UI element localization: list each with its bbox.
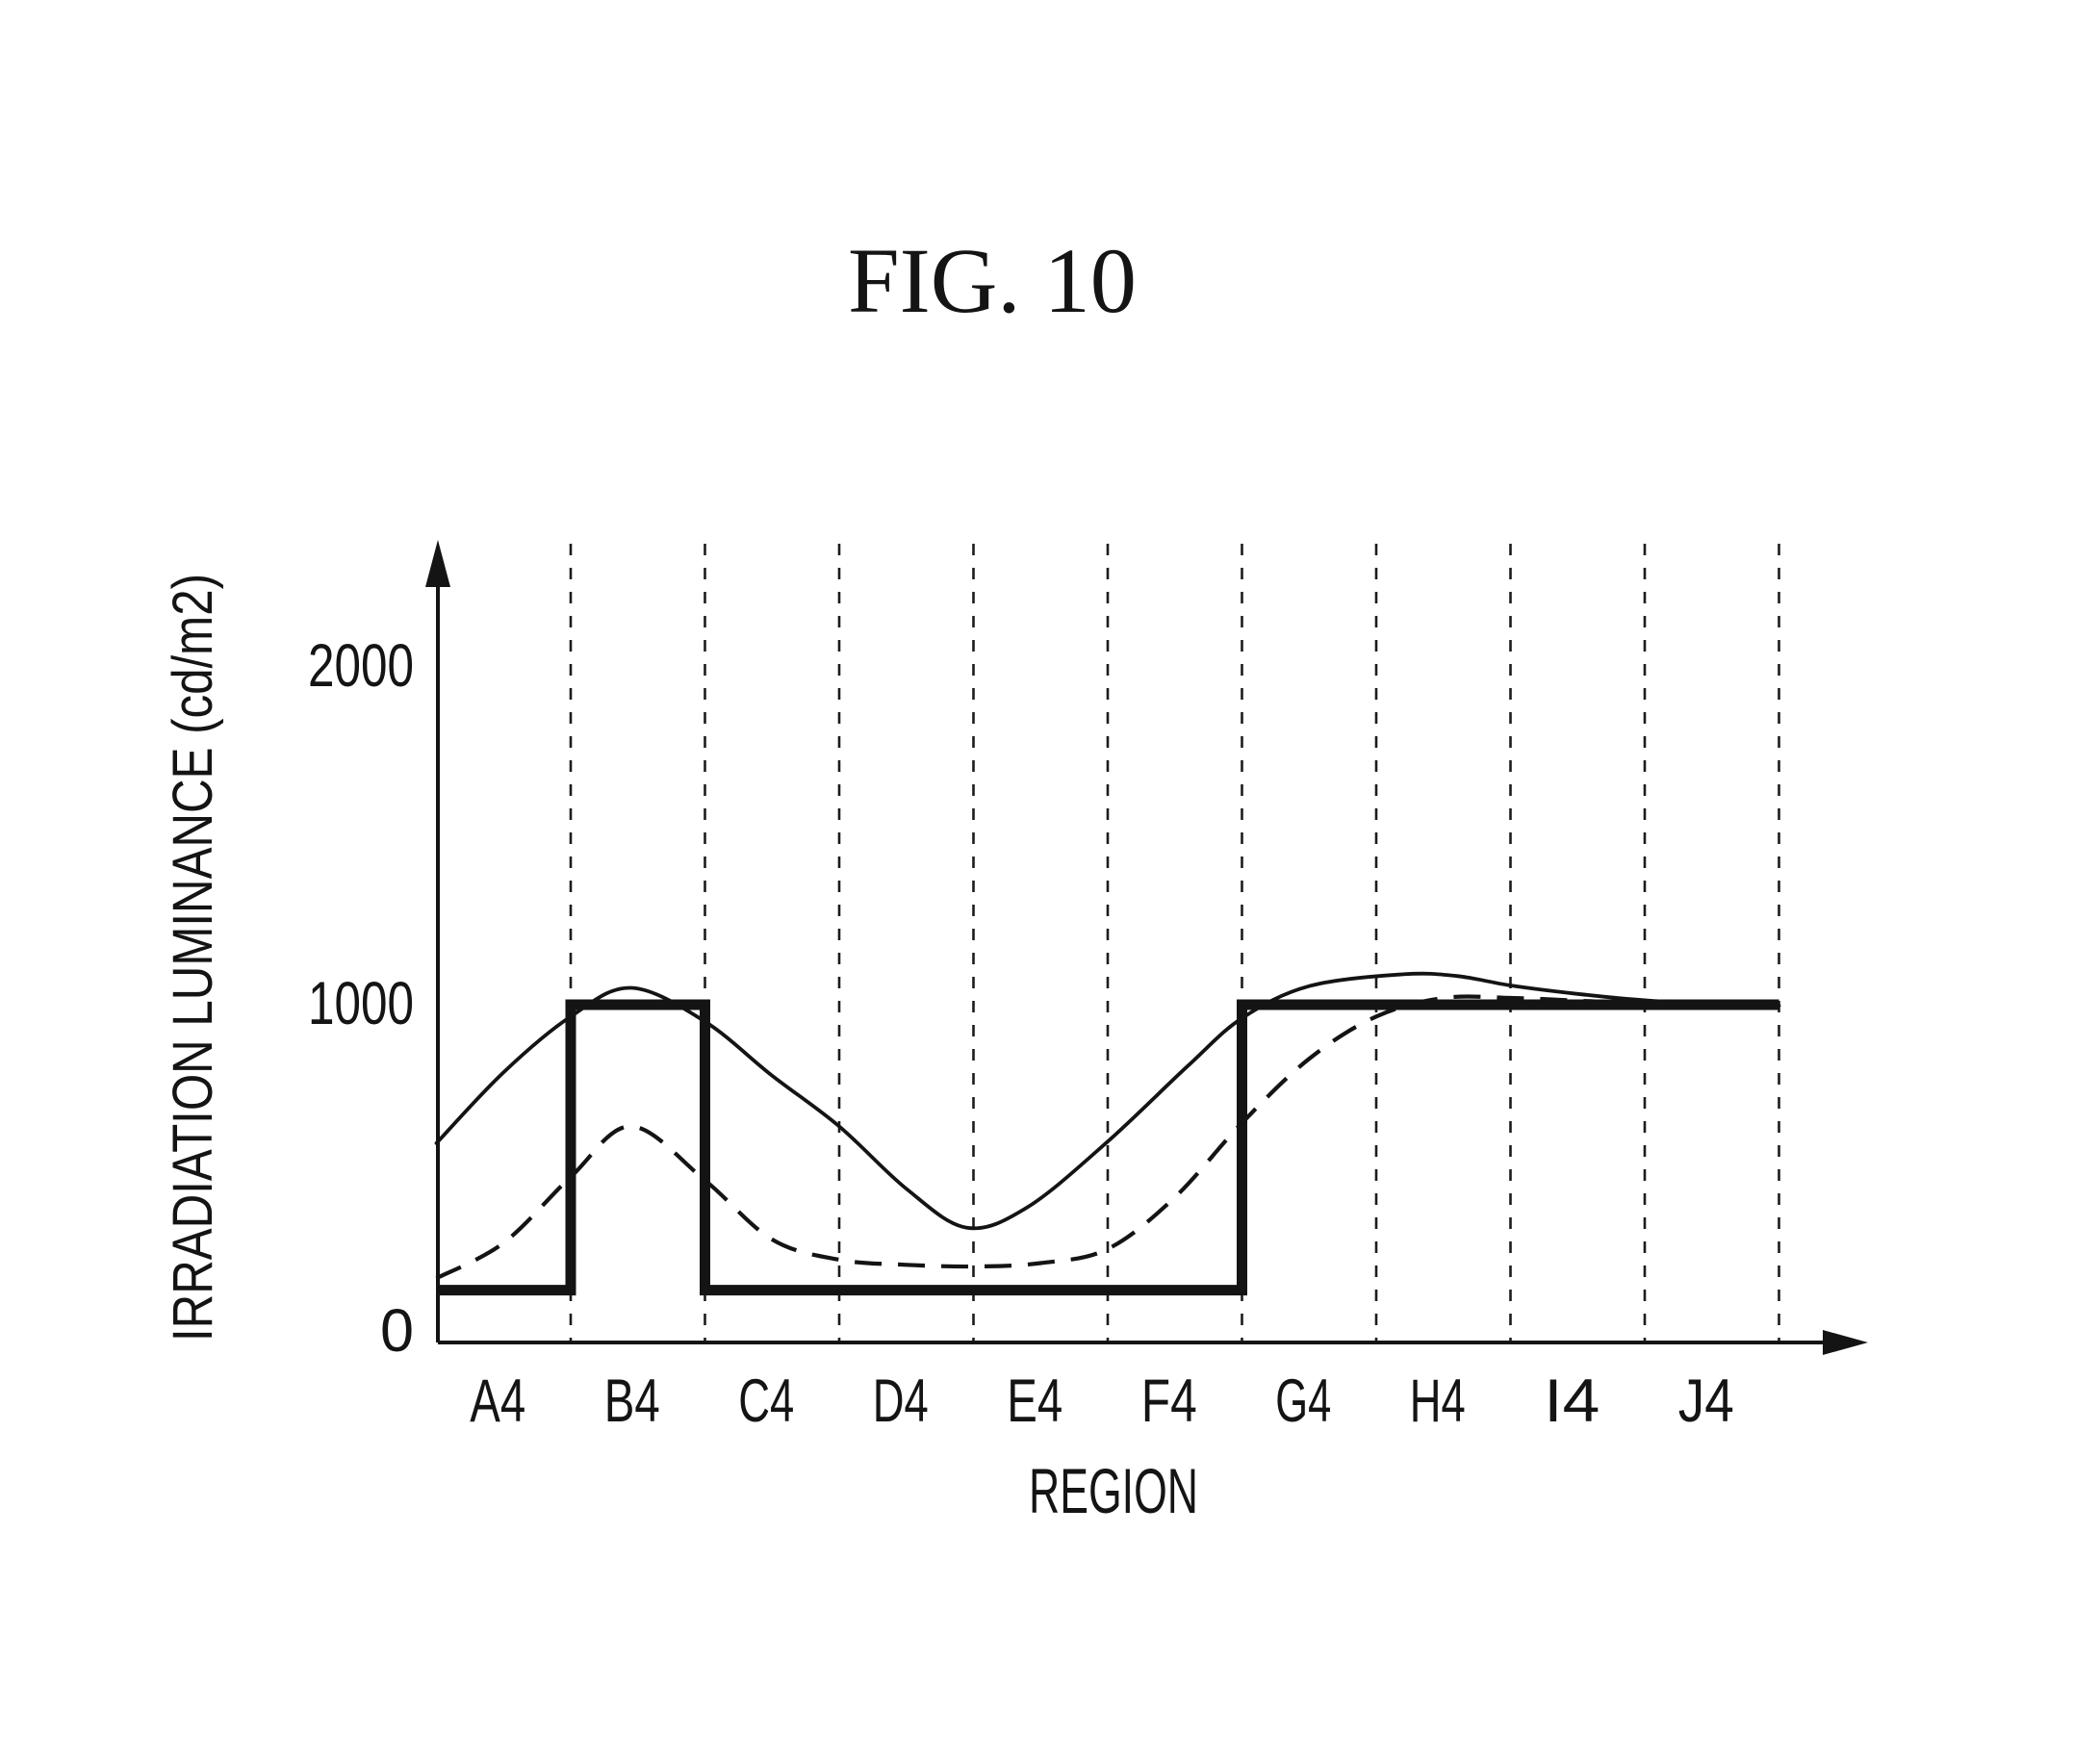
- gridlines-layer: [569, 544, 1780, 1341]
- x-tick-label: I4: [1544, 1368, 1600, 1435]
- x-tick-label: E4: [1007, 1368, 1062, 1435]
- x-tick-label: D4: [873, 1368, 929, 1435]
- data-series-layer: [434, 971, 1781, 1296]
- x-tick-label: C4: [738, 1368, 794, 1435]
- y-axis-label: IRRADIATION LUMINANCE (cd/m2): [162, 574, 224, 1342]
- y-tick-label: 2000: [308, 632, 414, 700]
- y-tick-label: 1000: [308, 970, 414, 1037]
- series-smooth-luminance-solid: [434, 971, 1781, 1231]
- axes-layer: [425, 540, 1868, 1355]
- x-tick-label: A4: [470, 1368, 525, 1435]
- x-axis-arrowhead: [1823, 1330, 1868, 1355]
- series-smooth-luminance-dashed: [435, 994, 1779, 1281]
- x-tick-label: F4: [1141, 1368, 1197, 1435]
- x-tick-label: J4: [1678, 1368, 1734, 1435]
- x-tick-label: B4: [604, 1368, 660, 1435]
- series-step-target-luminance: [436, 999, 1779, 1296]
- x-tick-label: H4: [1410, 1368, 1466, 1435]
- y-axis-arrowhead: [425, 540, 450, 587]
- x-axis-label: REGION: [1029, 1455, 1198, 1526]
- tick-labels-layer: A4 B4 C4 D4 E4 F4 G4 H4 I4 J4 0 1000 2000: [308, 632, 1734, 1435]
- x-tick-label: G4: [1275, 1368, 1331, 1435]
- y-tick-label: 0: [380, 1297, 414, 1365]
- figure-title: FIG. 10: [848, 229, 1137, 332]
